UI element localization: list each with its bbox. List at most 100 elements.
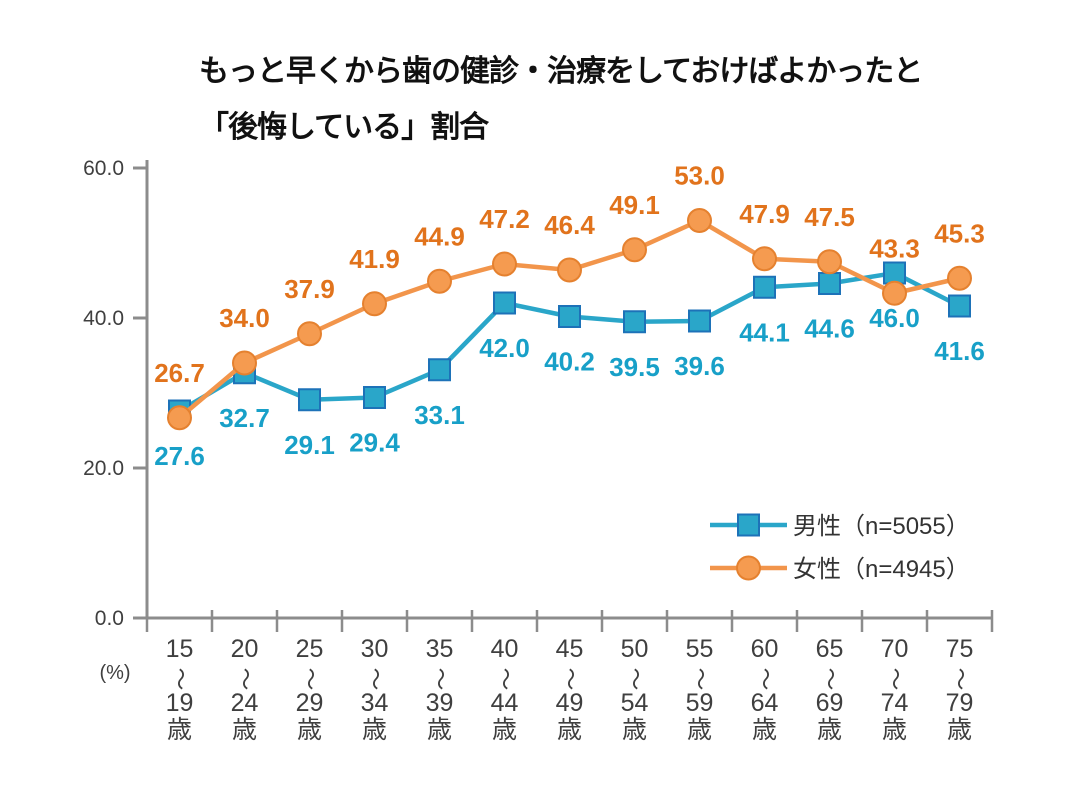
x-tick-label: 25: [296, 635, 324, 663]
x-tick-label: 60: [751, 635, 779, 663]
x-tick-label-wave-dash: 〜: [493, 668, 519, 691]
data-label-male-11: 46.0: [869, 303, 920, 333]
data-label-male-12: 41.6: [934, 336, 985, 366]
data-label-male-2: 29.1: [284, 430, 335, 460]
data-label-male-7: 39.5: [609, 352, 660, 382]
chart-title: もっと早くから歯の健診・治療をしておけばよかったと 「後悔している」割合: [199, 44, 923, 156]
data-point-male-12: [948, 294, 971, 318]
data-label-female-8: 53.0: [674, 161, 725, 191]
x-tick-label: 歳: [297, 716, 322, 744]
data-point-male-11: [883, 261, 906, 285]
x-tick-label: 79: [946, 689, 974, 717]
x-tick-label-wave-dash: 〜: [753, 668, 779, 691]
chart-title-line2: 「後悔している」割合: [199, 111, 489, 144]
x-tick-label: 69: [816, 689, 844, 717]
x-tick-label: 19: [166, 689, 194, 717]
data-point-male-7: [623, 310, 646, 334]
data-point-female-6: [557, 257, 582, 283]
data-point-female-0: [167, 405, 192, 431]
x-tick-label: 35: [426, 635, 454, 663]
x-tick-label: 65: [816, 635, 844, 663]
data-label-female-7: 49.1: [609, 190, 660, 220]
axis-unit-label: (%): [99, 662, 130, 684]
x-tick-label-wave-dash: 〜: [948, 668, 974, 691]
x-tick-label: 59: [686, 689, 714, 717]
data-label-female-2: 37.9: [284, 274, 335, 304]
data-point-female-10: [817, 249, 842, 275]
y-tick-label: 40.0: [83, 307, 124, 330]
data-label-female-4: 44.9: [414, 221, 465, 251]
x-tick-label-wave-dash: 〜: [818, 668, 844, 691]
x-tick-label: 40: [491, 635, 519, 663]
x-tick-label: 歳: [362, 716, 387, 744]
x-tick-label: 74: [881, 689, 909, 717]
data-label-female-3: 41.9: [349, 244, 400, 274]
x-tick-label: 64: [751, 689, 779, 717]
x-tick-label: 歳: [752, 716, 777, 744]
x-tick-label: 歳: [622, 716, 647, 744]
x-tick-label: 70: [881, 635, 909, 663]
data-label-female-5: 47.2: [479, 204, 530, 234]
data-point-male-6: [558, 305, 581, 328]
data-point-female-2: [297, 321, 322, 347]
data-point-female-3: [362, 291, 387, 317]
data-label-female-1: 34.0: [219, 303, 270, 333]
x-tick-label: 歳: [427, 716, 452, 744]
x-tick-label: 歳: [687, 716, 712, 744]
x-tick-label: 50: [621, 635, 649, 663]
data-label-male-0: 27.6: [154, 441, 205, 471]
x-tick-label: 歳: [232, 716, 257, 744]
data-label-female-10: 47.5: [804, 202, 855, 232]
data-point-female-12: [947, 265, 972, 291]
data-point-male-9: [753, 275, 776, 299]
data-point-male-8: [688, 309, 711, 333]
y-tick-label: 0.0: [95, 607, 124, 630]
data-label-male-4: 33.1: [414, 400, 465, 430]
x-tick-label: 55: [686, 635, 714, 663]
legend-label-female: 女性（n=4945）: [793, 556, 970, 583]
x-tick-label: 34: [361, 689, 389, 717]
chart-title-line1: もっと早くから歯の健診・治療をしておけばよかったと: [199, 55, 923, 88]
data-point-female-4: [427, 268, 452, 294]
x-tick-label: 歳: [492, 716, 517, 744]
data-label-female-12: 45.3: [934, 218, 985, 248]
x-tick-label: 20: [231, 635, 259, 663]
data-point-female-1: [232, 350, 257, 376]
legend-marker-female: [736, 555, 761, 581]
x-tick-label-wave-dash: 〜: [883, 668, 909, 691]
x-tick-label: 49: [556, 689, 584, 717]
x-tick-label-wave-dash: 〜: [558, 668, 584, 691]
x-tick-label: 歳: [947, 716, 972, 744]
data-point-male-2: [298, 388, 321, 412]
legend-label-male: 男性（n=5055）: [793, 513, 970, 540]
data-point-female-11: [882, 280, 907, 306]
data-point-female-9: [752, 246, 777, 272]
data-point-male-3: [363, 386, 386, 409]
data-label-female-0: 26.7: [154, 358, 205, 388]
x-tick-label: 30: [361, 635, 389, 663]
data-point-female-7: [622, 237, 647, 263]
x-tick-label: 15: [166, 635, 194, 663]
x-tick-label-wave-dash: 〜: [688, 668, 714, 691]
data-point-female-5: [492, 251, 517, 277]
legend-marker-male: [737, 513, 760, 537]
data-label-male-6: 40.2: [544, 347, 595, 377]
x-tick-label: 54: [621, 689, 649, 717]
x-tick-label-wave-dash: 〜: [168, 668, 194, 691]
data-point-male-5: [493, 291, 516, 315]
data-label-male-9: 44.1: [739, 317, 790, 347]
x-tick-label-wave-dash: 〜: [363, 668, 389, 691]
x-tick-label-wave-dash: 〜: [298, 668, 324, 691]
x-tick-label-wave-dash: 〜: [428, 668, 454, 691]
data-label-male-3: 29.4: [349, 428, 400, 458]
y-tick-label: 20.0: [83, 457, 124, 480]
x-tick-label: 75: [946, 635, 974, 663]
x-tick-label: 24: [231, 689, 259, 717]
data-label-female-9: 47.9: [739, 199, 790, 229]
x-tick-label: 44: [491, 689, 519, 717]
x-tick-label-wave-dash: 〜: [623, 668, 649, 691]
data-label-female-11: 43.3: [869, 233, 920, 263]
data-point-female-8: [687, 208, 712, 233]
data-label-male-8: 39.6: [674, 351, 725, 381]
